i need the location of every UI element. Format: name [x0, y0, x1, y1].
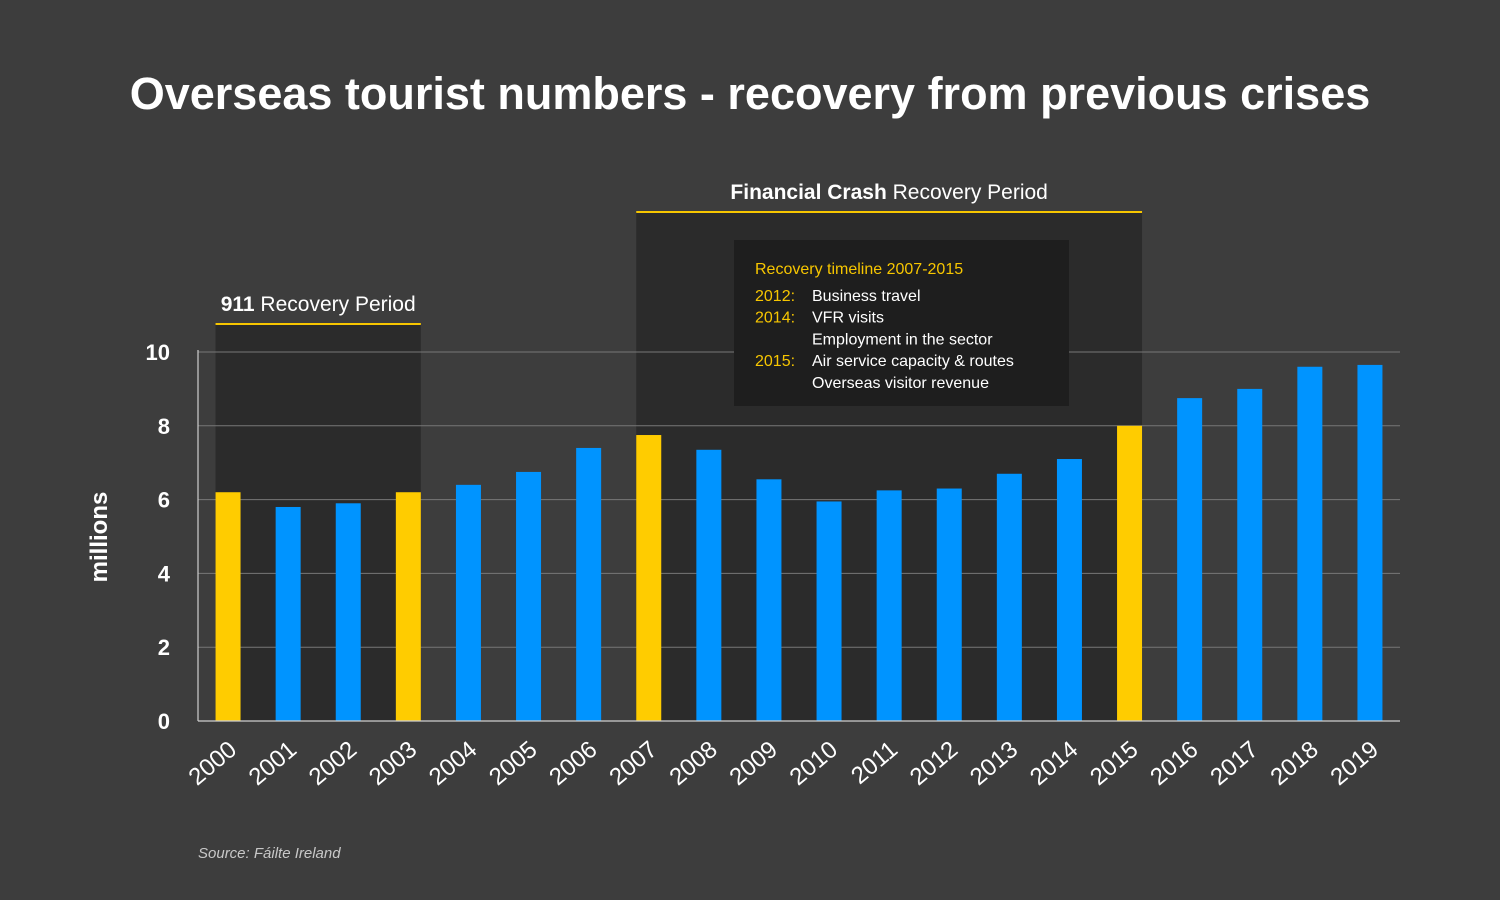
x-tick-label: 2006	[544, 736, 602, 791]
bar-2010	[816, 501, 842, 721]
x-tick-label: 2015	[1085, 736, 1143, 791]
x-tick-label: 2010	[785, 736, 843, 791]
bar-2016	[1177, 398, 1203, 721]
bar-2000	[215, 492, 241, 721]
x-tick-label: 2013	[965, 736, 1023, 791]
bar-2019	[1357, 364, 1383, 721]
bar-2017	[1237, 388, 1263, 721]
x-tick-label: 2017	[1205, 736, 1263, 791]
bar-2003	[395, 492, 421, 721]
bar-2009	[756, 479, 782, 721]
period-shade-0	[215, 324, 421, 721]
timeline-box-title: Recovery timeline 2007-2015	[755, 261, 963, 278]
x-tick-label: 2012	[905, 736, 963, 791]
x-tick-label: 2016	[1145, 736, 1203, 791]
bar-2008	[696, 449, 722, 721]
bar-2002	[335, 503, 361, 721]
x-tick-label: 2000	[184, 736, 242, 791]
x-tick-label: 2004	[424, 736, 482, 791]
bar-2004	[455, 484, 481, 721]
y-tick-label: 0	[158, 709, 170, 734]
y-tick-label: 8	[158, 414, 170, 439]
y-axis-label: millions	[86, 492, 113, 583]
bar-2015	[1117, 425, 1143, 721]
bar-2005	[516, 471, 542, 721]
bar-2014	[1056, 459, 1082, 721]
bar-2012	[936, 488, 962, 721]
period-label-1: Financial Crash Recovery Period	[730, 181, 1047, 204]
x-tick-label: 2018	[1265, 736, 1323, 791]
y-tick-label: 6	[158, 488, 170, 513]
x-tick-label: 2008	[664, 736, 722, 791]
recovery-period-labels: 911 Recovery Period Financial Crash Recov…	[215, 181, 1143, 325]
timeline-box-bg	[734, 240, 1069, 406]
y-tick-label: 10	[146, 340, 170, 365]
x-tick-label: 2009	[725, 736, 783, 791]
timeline-item: VFR visits	[812, 310, 884, 327]
x-tick-label: 2007	[604, 736, 662, 791]
recovery-timeline-box: Recovery timeline 2007-2015 2012: Business…	[734, 240, 1069, 406]
bar-2011	[876, 490, 902, 721]
y-tick-label: 4	[158, 561, 171, 586]
x-tick-label: 2019	[1326, 736, 1384, 791]
y-tick-label: 2	[158, 635, 170, 660]
x-tick-label: 2014	[1025, 736, 1083, 791]
bar-2018	[1297, 366, 1323, 721]
x-tick-label: 2001	[244, 736, 302, 791]
chart-title: Overseas tourist numbers - recovery from…	[129, 68, 1371, 119]
bar-2007	[636, 435, 662, 721]
bar-series	[215, 364, 1383, 721]
source-note: Source: Fáilte Ireland	[198, 845, 341, 862]
timeline-year: 2015:	[755, 353, 795, 370]
bar-2013	[996, 473, 1022, 721]
bar-2001	[275, 506, 301, 721]
period-label-0: 911 Recovery Period	[221, 293, 416, 316]
timeline-item: Employment in the sector	[812, 331, 993, 348]
timeline-year: 2012:	[755, 288, 795, 305]
timeline-year: 2014:	[755, 310, 795, 327]
x-tick-label: 2011	[846, 736, 903, 790]
x-tick-label: 2003	[364, 736, 422, 791]
x-tick-label: 2005	[484, 736, 542, 791]
timeline-item: Air service capacity & routes	[812, 353, 1014, 370]
timeline-item: Overseas visitor revenue	[812, 375, 989, 392]
timeline-item: Business travel	[812, 288, 921, 305]
x-tick-label: 2002	[304, 736, 362, 791]
bar-2006	[576, 447, 602, 721]
